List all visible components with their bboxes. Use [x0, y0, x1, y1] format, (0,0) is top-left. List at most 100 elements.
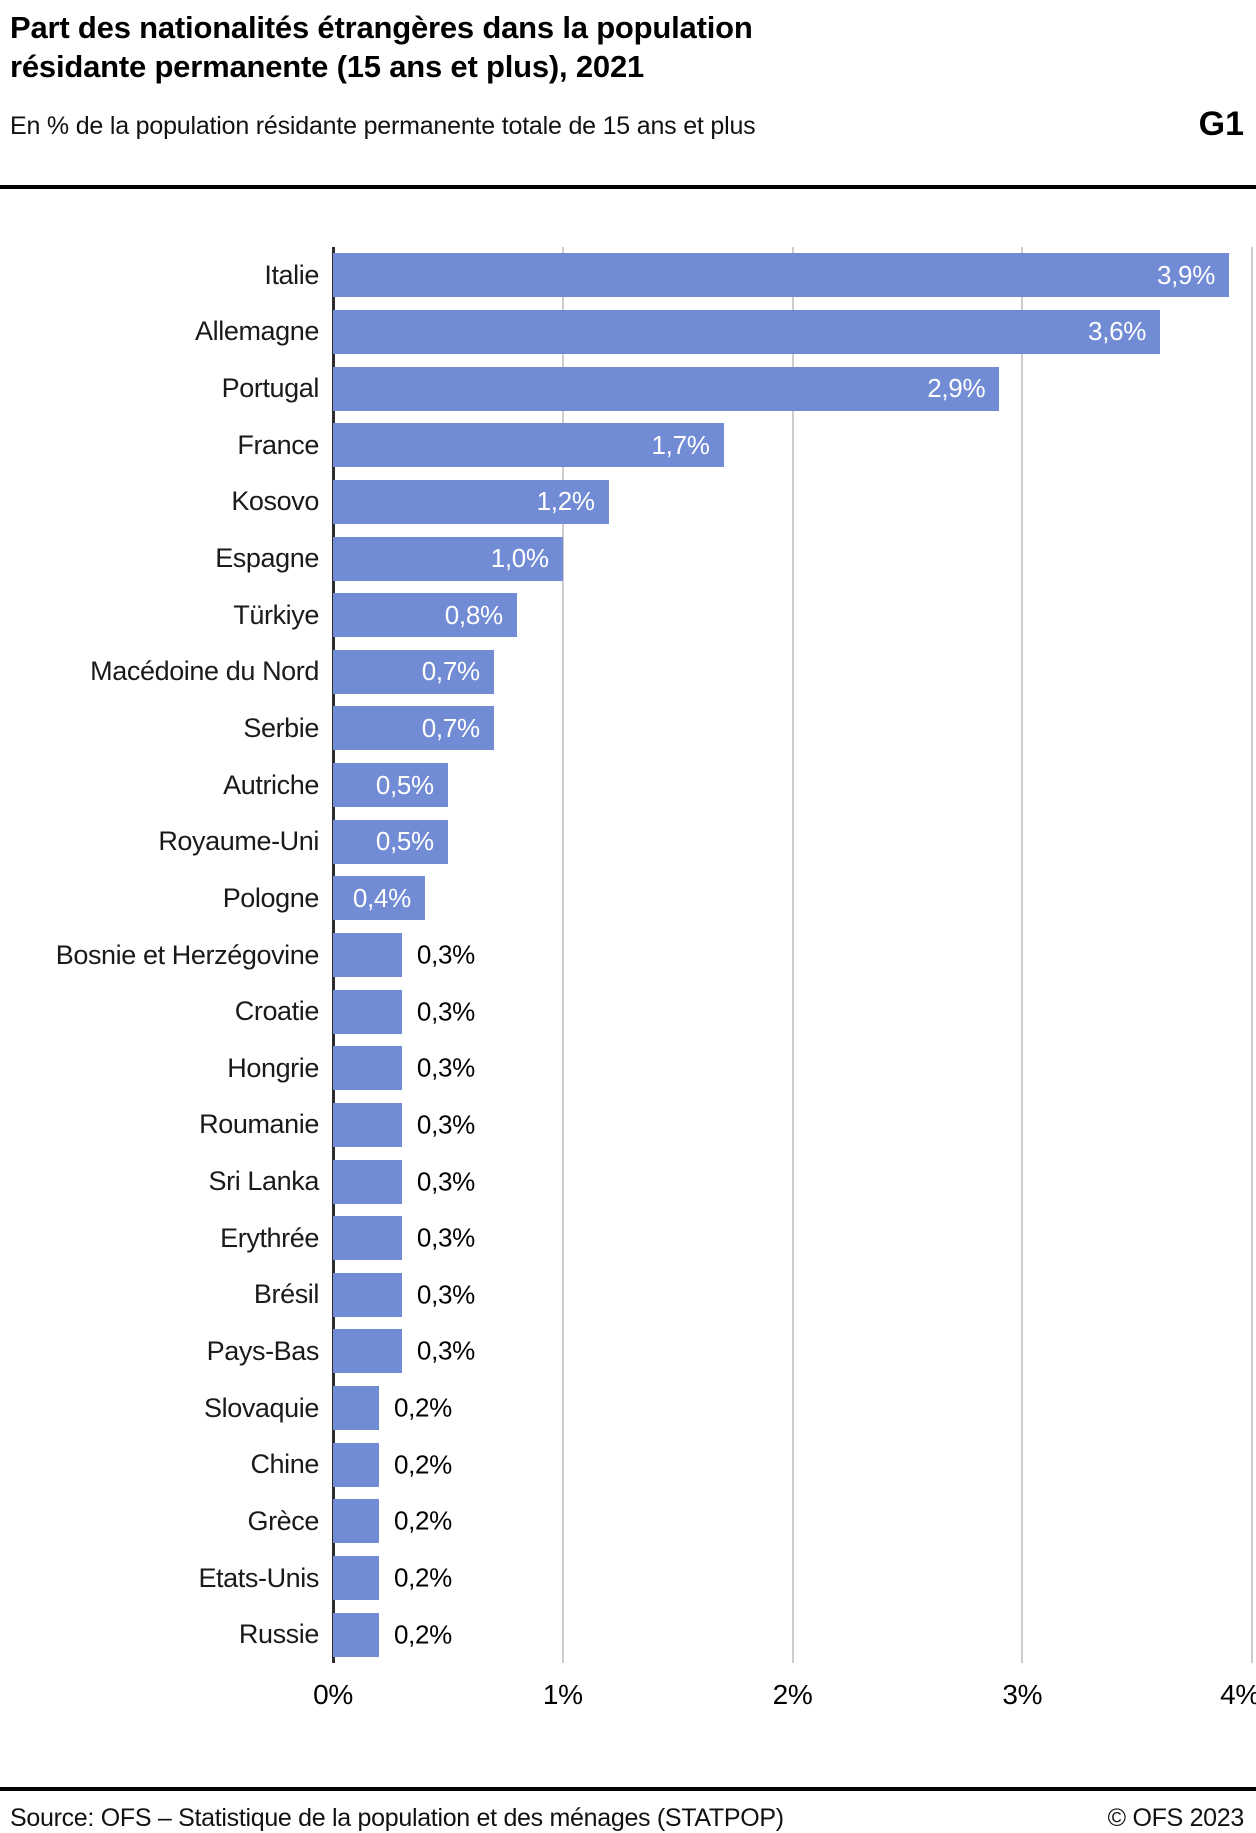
- chart-row: France 1,7%: [0, 417, 1256, 474]
- category-label: Roumanie: [199, 1109, 319, 1140]
- value-label: 0,3%: [416, 1109, 475, 1140]
- chart-row: Italie 3,9%: [0, 247, 1256, 304]
- category-label: Espagne: [215, 543, 319, 574]
- value-label: 0,3%: [416, 1279, 475, 1310]
- bar-track: 1,0%: [333, 536, 1252, 581]
- value-label: 1,7%: [651, 429, 710, 460]
- bar: 0,3%: [333, 933, 475, 977]
- bar-track: 1,2%: [333, 479, 1252, 524]
- bar: 0,5%: [333, 819, 448, 864]
- chart-row: Russie 0,2%: [0, 1606, 1256, 1663]
- category-label: Slovaquie: [204, 1392, 319, 1423]
- value-label: 0,3%: [416, 1166, 475, 1197]
- value-label: 0,2%: [393, 1392, 452, 1423]
- bar: 0,3%: [333, 1329, 475, 1374]
- bar-track: 0,2%: [333, 1499, 1252, 1544]
- bar-track: 0,2%: [333, 1556, 1252, 1601]
- chart-row: Kosovo 1,2%: [0, 474, 1256, 531]
- category-label: Türkiye: [233, 599, 319, 630]
- bar: 0,2%: [333, 1556, 452, 1601]
- chart-footer: Source: OFS – Statistique de la populati…: [0, 1787, 1256, 1833]
- bar-track: 0,7%: [333, 649, 1252, 694]
- category-label: Etats-Unis: [198, 1562, 319, 1593]
- value-label: 0,5%: [375, 826, 434, 857]
- bar: 1,2%: [333, 479, 609, 524]
- page-title: Part des nationalités étrangères dans la…: [10, 8, 1244, 86]
- bar-track: 0,3%: [333, 1272, 1252, 1317]
- page-title-line2: résidante permanente (15 ans et plus), 2…: [10, 49, 645, 84]
- category-label: Russie: [238, 1619, 320, 1650]
- bar-track: 0,4%: [333, 876, 1252, 921]
- x-tick-label: 1%: [542, 1679, 583, 1710]
- category-label: Grèce: [247, 1505, 319, 1536]
- x-tick-label: 3%: [1002, 1679, 1043, 1710]
- chart-row: Hongrie 0,3%: [0, 1040, 1256, 1097]
- bar: 0,3%: [333, 1159, 475, 1204]
- chart-row: Pologne 0,4%: [0, 870, 1256, 927]
- value-label: 0,3%: [416, 996, 475, 1027]
- chart-row: Brésil 0,3%: [0, 1267, 1256, 1324]
- value-label: 0,2%: [393, 1505, 452, 1536]
- bar-track: 3,9%: [333, 253, 1252, 298]
- category-label: Serbie: [243, 712, 319, 743]
- x-tick-label: 4%: [1220, 1679, 1256, 1710]
- value-label: 1,0%: [490, 543, 549, 574]
- category-label: Kosovo: [231, 486, 319, 517]
- bar: 1,7%: [333, 423, 724, 468]
- value-label: 0,7%: [421, 712, 480, 743]
- bar: 0,2%: [333, 1612, 452, 1657]
- page-title-line1: Part des nationalités étrangères dans la…: [10, 10, 753, 45]
- x-tick-label: 0%: [313, 1679, 353, 1710]
- bar: 0,5%: [333, 763, 448, 808]
- chart-row: Autriche 0,5%: [0, 757, 1256, 814]
- value-label: 0,5%: [375, 769, 434, 800]
- bar-track: 0,3%: [333, 989, 1252, 1034]
- category-label: Brésil: [253, 1279, 320, 1310]
- bar: 0,2%: [333, 1386, 452, 1431]
- chart-row: Bosnie et Herzégovine 0,3%: [0, 927, 1256, 984]
- header-divider: [0, 185, 1256, 189]
- category-label: Sri Lanka: [208, 1166, 320, 1197]
- bar: 2,9%: [333, 366, 1000, 411]
- plot-area: Italie 3,9% Allemagne 3,6% Portugal 2,9% Franc…: [0, 247, 1256, 1663]
- bar: 1,0%: [333, 536, 563, 581]
- bar: 0,7%: [333, 706, 494, 751]
- chart-row: Macédoine du Nord 0,7%: [0, 643, 1256, 700]
- chart-row: Royaume-Uni 0,5%: [0, 813, 1256, 870]
- value-label: 0,3%: [416, 1052, 475, 1083]
- bar-track: 0,3%: [333, 1046, 1252, 1091]
- category-label: Pologne: [222, 882, 320, 913]
- value-label: 0,3%: [416, 939, 475, 970]
- bar-track: 0,3%: [333, 1216, 1252, 1261]
- value-label: 0,2%: [393, 1449, 452, 1480]
- category-label: France: [237, 429, 319, 460]
- bar-track: 0,2%: [333, 1612, 1252, 1657]
- category-label: Hongrie: [227, 1052, 319, 1083]
- bar-track: 0,3%: [333, 1329, 1252, 1374]
- value-label: 3,6%: [1088, 316, 1147, 347]
- bar-track: 0,8%: [333, 593, 1252, 638]
- value-label: 0,3%: [416, 1222, 475, 1253]
- gridline: [561, 247, 564, 1663]
- footer-row: Source: OFS – Statistique de la populati…: [0, 1791, 1256, 1833]
- bar: 0,3%: [333, 1046, 475, 1091]
- category-label: Royaume-Uni: [158, 826, 319, 857]
- value-label: 0,2%: [393, 1562, 452, 1593]
- value-label: 3,9%: [1156, 259, 1216, 290]
- category-label: Macédoine du Nord: [90, 656, 319, 687]
- bar-track: 1,7%: [333, 423, 1252, 468]
- subtitle-row: En % de la population résidante permanen…: [10, 107, 1244, 141]
- gridline: [1251, 247, 1253, 1663]
- bar: 0,2%: [333, 1499, 452, 1544]
- bar: 0,2%: [333, 1442, 452, 1487]
- bar-track: 2,9%: [333, 366, 1252, 411]
- chart-row: Chine 0,2%: [0, 1436, 1256, 1493]
- bar: 0,3%: [333, 1216, 475, 1261]
- chart-row: Croatie 0,3%: [0, 983, 1256, 1040]
- category-label: Chine: [250, 1449, 319, 1480]
- bar: 0,4%: [333, 876, 425, 921]
- bar-track: 0,2%: [333, 1386, 1252, 1431]
- value-label: 2,9%: [927, 373, 986, 404]
- chart-row: Sri Lanka 0,3%: [0, 1153, 1256, 1210]
- chart-row: Serbie 0,7%: [0, 700, 1256, 757]
